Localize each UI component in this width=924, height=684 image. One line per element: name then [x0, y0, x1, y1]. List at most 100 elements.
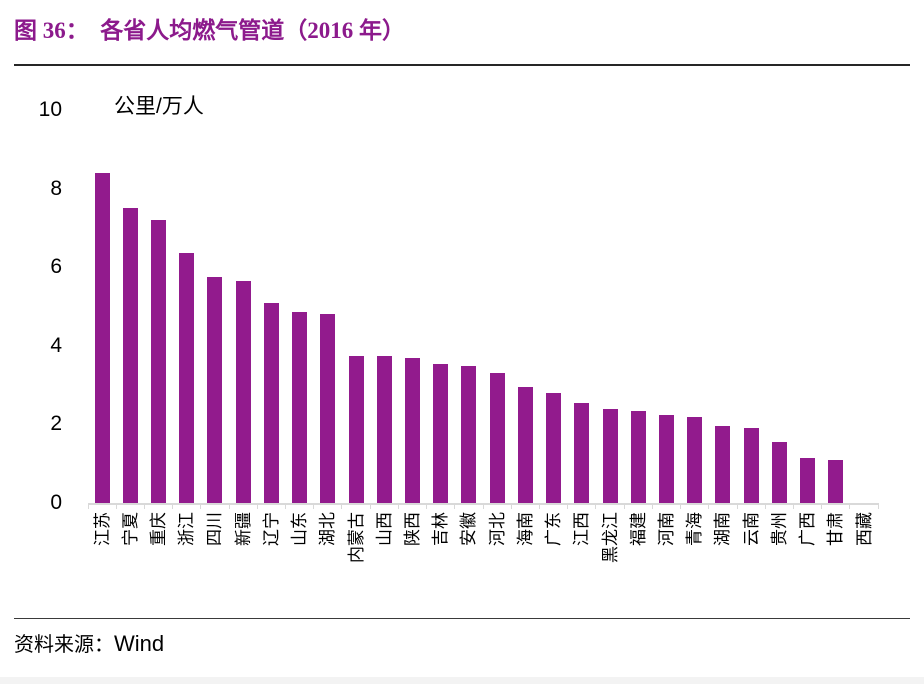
- bar: [376, 355, 392, 503]
- bar-wrap: [320, 110, 336, 503]
- bar: [517, 387, 533, 503]
- bar-slot: 重庆: [144, 110, 174, 563]
- bar-wrap: [574, 110, 590, 503]
- bar-wrap: [405, 110, 421, 503]
- bar-wrap: [658, 110, 674, 503]
- bar: [405, 357, 421, 503]
- bar: [800, 457, 816, 503]
- x-axis-label: 广东: [544, 512, 564, 546]
- bar-slot: 辽宁: [257, 110, 287, 563]
- bar-wrap: [489, 110, 505, 503]
- x-axis-label: 河北: [487, 512, 507, 546]
- x-axis-label: 福建: [628, 512, 648, 546]
- bar-wrap: [461, 110, 477, 503]
- y-axis-tick: 2: [50, 412, 62, 436]
- bar-slot: 宁夏: [116, 110, 146, 563]
- source-label: 资料来源：: [14, 634, 114, 656]
- bar-slot: 江西: [568, 110, 597, 563]
- bar: [771, 442, 787, 503]
- bar-slot: 西藏: [850, 110, 879, 563]
- bar: [263, 302, 279, 503]
- bar-slot: 海南: [511, 110, 541, 563]
- x-axis-label: 安徽: [459, 512, 479, 546]
- bar-wrap: [517, 110, 533, 503]
- x-axis-label: 陕西: [403, 512, 423, 546]
- bar-slot: 广西: [793, 110, 823, 563]
- x-axis-label: 西藏: [854, 512, 874, 546]
- bar: [715, 426, 731, 503]
- x-axis-label: 贵州: [769, 512, 789, 546]
- bar: [433, 363, 449, 503]
- x-axis-label: 甘肃: [826, 512, 846, 546]
- bar-wrap: [630, 110, 646, 503]
- bar-slot: 甘肃: [822, 110, 851, 563]
- x-axis-label: 吉林: [431, 512, 451, 546]
- x-axis-label: 浙江: [177, 512, 197, 546]
- y-axis-tick: 10: [38, 98, 62, 121]
- x-axis-label: 山西: [374, 512, 394, 546]
- bar-wrap: [263, 110, 279, 503]
- bar-wrap: [179, 110, 195, 503]
- bottom-strip: [0, 677, 924, 684]
- bar-slot: 贵州: [765, 110, 795, 563]
- bar-wrap: [122, 110, 138, 503]
- y-axis-tick: 0: [50, 491, 62, 514]
- footer: 资料来源：Wind: [14, 618, 910, 660]
- bar-slot: 四川: [201, 110, 230, 563]
- bar-wrap: [546, 110, 562, 503]
- source-line: 资料来源：Wind: [14, 629, 910, 660]
- bar-slot: 江苏: [87, 110, 117, 563]
- unit-label: 公里/万人: [114, 95, 204, 118]
- bar-wrap: [292, 110, 308, 503]
- bar: [122, 208, 138, 503]
- bar-wrap: [857, 110, 872, 503]
- x-axis-label: 黑龙江: [600, 512, 620, 563]
- bar-wrap: [715, 110, 731, 503]
- bar-slot: 黑龙江: [596, 110, 625, 563]
- bar-slot: 广东: [540, 110, 569, 563]
- plot-area: 江苏 宁夏 重庆 浙江 四川 新疆 辽宁: [87, 110, 879, 563]
- bar-wrap: [828, 110, 844, 503]
- x-axis-label: 河南: [656, 512, 676, 546]
- bar: [94, 172, 110, 503]
- bar: [743, 428, 759, 503]
- bar: [235, 281, 251, 503]
- x-axis-label: 湖北: [318, 512, 338, 546]
- bar: [207, 277, 223, 503]
- bar-slot: 浙江: [173, 110, 202, 563]
- title-separator: [14, 64, 910, 66]
- bar-wrap: [94, 110, 110, 503]
- bar-wrap: [433, 110, 449, 503]
- bar: [687, 416, 703, 503]
- bar-wrap: [235, 110, 251, 503]
- x-axis-label: 云南: [741, 512, 761, 546]
- bar-slot: 云南: [737, 110, 766, 563]
- bar: [151, 220, 167, 503]
- source-value: Wind: [114, 631, 165, 656]
- x-axis-label: 重庆: [149, 512, 169, 546]
- bar: [292, 312, 308, 503]
- bar-slot: 山西: [370, 110, 400, 563]
- x-axis-label: 青海: [685, 512, 705, 546]
- bar-slot: 湖北: [314, 110, 343, 563]
- bar-slot: 湖南: [709, 110, 738, 563]
- x-axis-label: 湖南: [713, 512, 733, 546]
- bar-wrap: [687, 110, 703, 503]
- x-axis-label: 四川: [205, 512, 225, 546]
- bar-slot: 新疆: [229, 110, 259, 563]
- bar-wrap: [348, 110, 364, 503]
- bar: [348, 355, 364, 503]
- bar-slot: 吉林: [427, 110, 456, 563]
- x-axis-label: 广西: [798, 512, 818, 546]
- bar-slot: 青海: [681, 110, 710, 563]
- x-axis-label: 山东: [290, 512, 310, 546]
- bar: [546, 393, 562, 503]
- bar-wrap: [743, 110, 759, 503]
- figure-title: 图 36： 各省人均燃气管道（2016 年）: [14, 18, 405, 43]
- bar-slot: 山东: [286, 110, 315, 563]
- bar-slot: 陕西: [398, 110, 428, 563]
- y-axis-tick: 6: [50, 255, 62, 279]
- bar: [658, 414, 674, 503]
- x-axis-line: [88, 503, 878, 505]
